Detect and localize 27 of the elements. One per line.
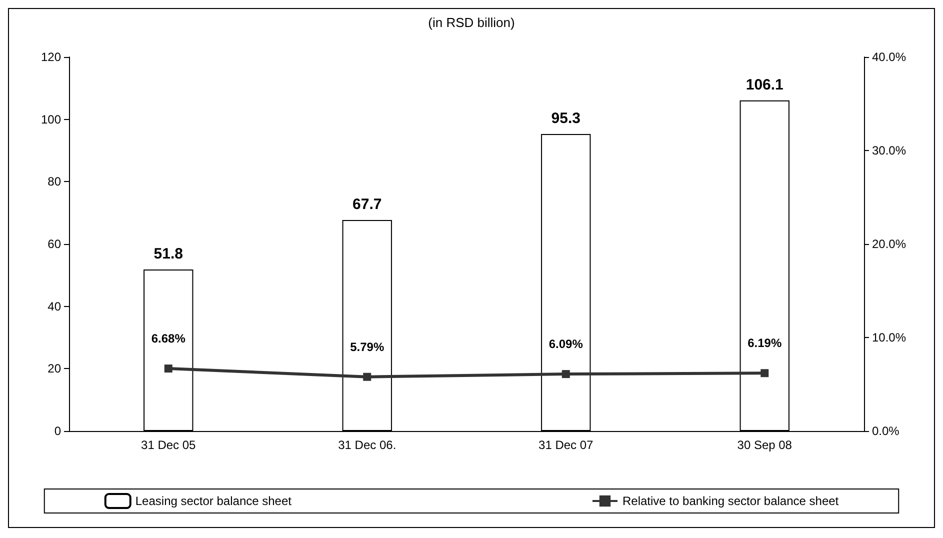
data-label: 95.3 <box>551 110 580 127</box>
legend-label: Leasing sector balance sheet <box>135 494 292 508</box>
y-tick-label: 100 <box>40 112 62 126</box>
data-label: 6.19% <box>748 336 782 350</box>
y-tick-label: 40 <box>48 299 62 314</box>
y-tick-label: 80 <box>48 174 62 189</box>
data-label: 6.68% <box>151 332 186 346</box>
x-tick-label: 31 Dec 06. <box>338 438 396 452</box>
y2-tick-label: 0.0% <box>872 424 900 438</box>
x-tick-label: 30 Sep 08 <box>737 438 792 452</box>
y2-tick-label: 20.0% <box>872 237 906 251</box>
data-label: 106.1 <box>746 76 784 94</box>
data-label: 5.79% <box>350 340 384 354</box>
y-tick-label: 20 <box>48 362 62 376</box>
y2-tick-label: 30.0% <box>872 144 906 158</box>
data-label: 67.7 <box>352 196 382 213</box>
chart-title: (in RSD billion) <box>428 15 515 30</box>
y-tick-label: 60 <box>48 237 62 251</box>
y-tick-label: 120 <box>40 50 62 64</box>
x-tick-label: 31 Dec 07 <box>538 438 594 452</box>
data-label: 51.8 <box>154 246 183 263</box>
y2-tick-label: 40.0% <box>872 50 906 64</box>
data-label: 6.09% <box>548 337 584 352</box>
legend-label: Relative to banking sector balance sheet <box>622 494 840 508</box>
y2-tick-label: 10.0% <box>872 330 906 344</box>
y-tick-label: 0 <box>54 424 62 438</box>
x-tick-label: 31 Dec 05 <box>141 438 196 452</box>
